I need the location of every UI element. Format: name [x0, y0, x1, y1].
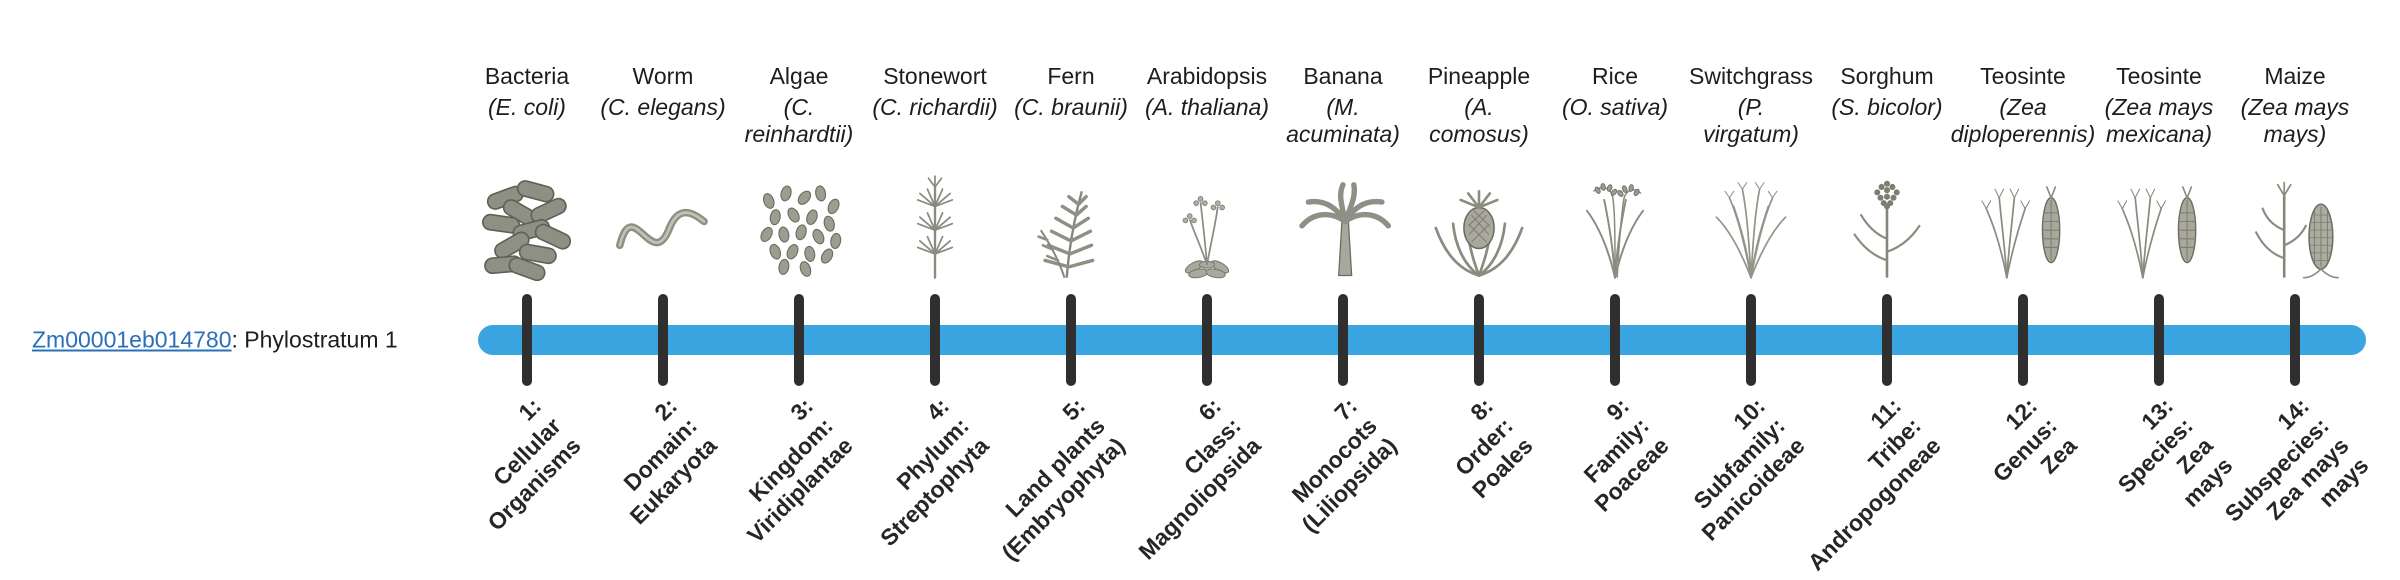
organism-common-name: Banana: [1303, 63, 1383, 89]
phylostratum-text: : Phylostratum 1: [231, 326, 398, 353]
organism-column-worm: Worm (C. elegans) 2: Domain: Eukaryota: [595, 62, 731, 529]
organism-scientific-name: (C. elegans): [600, 94, 726, 120]
organism-scientific-name: (Zea mays mexicana): [2104, 94, 2214, 147]
phylostratum-rank-label: 1: Cellular Organisms: [482, 392, 586, 536]
organism-common-name: Teosinte: [2116, 63, 2202, 89]
organism-common-name: Teosinte: [1980, 63, 2066, 89]
organism-common-name: Worm: [632, 63, 694, 89]
organism-scientific-name: (A. comosus): [1429, 94, 1529, 147]
organism-common-name: Maize: [2264, 63, 2326, 89]
gene-label: Zm00001eb014780: Phylostratum 1: [32, 327, 398, 354]
organism-common-name: Stonewort: [883, 63, 987, 89]
organism-column-arabidopsis: Arabidopsis (A. thaliana) 6: Class: Magn…: [1133, 62, 1275, 565]
tick-mark: [658, 294, 668, 386]
tick-mark: [1202, 294, 1212, 386]
tick-mark: [1474, 294, 1484, 386]
organism-common-name: Fern: [1047, 63, 1095, 89]
organism-scientific-name: (S. bicolor): [1831, 94, 1943, 120]
tick-mark: [2290, 294, 2300, 386]
pineapple-icon: [1412, 166, 1546, 282]
phylostratum-rank-label: 5: Land plants (Embryophyta): [996, 392, 1130, 566]
phylostratum-rank-label: 4: Phylum: Streptophyta: [875, 392, 994, 551]
fern-icon: [1004, 166, 1138, 282]
organism-scientific-name: (Zea mays mays): [2240, 94, 2350, 147]
phylostratum-rank-label: 8: Order: Poales: [1449, 392, 1538, 504]
organism-common-name: Arabidopsis: [1146, 63, 1268, 89]
organism-common-name: Sorghum: [1840, 63, 1934, 89]
organism-column-bacteria: Bacteria (E. coli) 1: Cellular Organisms: [459, 62, 595, 536]
organism-common-name: Algae: [769, 63, 829, 89]
phylostratum-rank-label: 2: Domain: Eukaryota: [618, 392, 722, 530]
tick-mark: [1746, 294, 1756, 386]
organism-scientific-name: (C. reinhardtii): [744, 94, 854, 147]
organism-scientific-name: (C. braunii): [1014, 94, 1128, 120]
maize-icon: [2228, 166, 2362, 282]
organism-column-maize: Maize (Zea mays mays) 14: Subspecies: Ze…: [2220, 62, 2374, 527]
switchgrass-icon: [1684, 166, 1818, 282]
teosinte-icon: [2092, 166, 2226, 282]
rice-icon: [1548, 166, 1682, 282]
worm-icon: [596, 166, 730, 282]
phylostratum-rank-label: 6: Class: Magnoliopsida: [1133, 392, 1266, 565]
organism-scientific-name: (A. thaliana): [1144, 94, 1269, 120]
phylostratum-rank-label: 14: Subspecies: Zea mays mays: [2219, 392, 2374, 527]
tick-mark: [794, 294, 804, 386]
arabidopsis-icon: [1140, 166, 1274, 282]
organism-column-sorghum: Sorghum (S. bicolor) 11: Tribe: Andropog…: [1803, 62, 1955, 575]
stonewort-icon: [868, 166, 1002, 282]
organism-column-rice: Rice (O. sativa) 9: Family: Poaceae: [1547, 62, 1683, 517]
phylostratum-rank-label: 12: Genus: Zea: [1987, 392, 2082, 487]
gene-id-link[interactable]: Zm00001eb014780: [32, 326, 232, 353]
organism-column-fern: Fern (C. braunii) 5: Land plants (Embryo…: [997, 62, 1139, 565]
organism-scientific-name: (P. virgatum): [1703, 94, 1799, 147]
organism-column-banana: Banana (M. acuminata) 7: Monocots (Lilio…: [1275, 62, 1411, 537]
bacteria-icon: [460, 166, 594, 282]
phylostratum-rank-label: 13: Species: Zea mays: [2112, 392, 2238, 513]
phylostratum-rank-label: 3: Kingdom: Viridiplantae: [741, 392, 858, 549]
tick-mark: [1338, 294, 1348, 386]
organism-column-algae: Algae (C. reinhardtii) 3: Kingdom: Virid…: [731, 62, 867, 548]
organism-column-stonewort: Stonewort (C. richardii) 4: Phylum: Stre…: [867, 62, 1003, 551]
tick-mark: [2154, 294, 2164, 386]
organism-scientific-name: (C. richardii): [872, 94, 998, 120]
tick-mark: [1610, 294, 1620, 386]
tick-mark: [522, 294, 532, 386]
organism-common-name: Rice: [1591, 63, 1638, 89]
organism-scientific-name: (M. acuminata): [1286, 94, 1400, 147]
phylostratum-rank-label: 9: Family: Poaceae: [1578, 392, 1674, 517]
timeline-columns: Bacteria (E. coli) 1: Cellular Organisms…: [459, 62, 2374, 575]
sorghum-icon: [1820, 166, 1954, 282]
organism-scientific-name: (O. sativa): [1561, 94, 1669, 120]
teosinte-icon: [1956, 166, 2090, 282]
banana-icon: [1276, 166, 1410, 282]
organism-common-name: Bacteria: [484, 63, 570, 89]
tick-mark: [1882, 294, 1892, 386]
phylostratum-rank-label: 11: Tribe: Andropogoneae: [1802, 392, 1946, 576]
phylostratum-rank-label: 7: Monocots (Liliopsida): [1286, 392, 1402, 538]
timeline-bar: [478, 325, 2366, 355]
algae-icon: [732, 166, 866, 282]
organism-common-name: Pineapple: [1427, 63, 1531, 89]
organism-column-teosinte-diploperennis: Teosinte (Zea diploperennis) 12: Genus: …: [1951, 62, 2095, 487]
tick-mark: [2018, 294, 2028, 386]
organism-scientific-name: (E. coli): [488, 94, 566, 120]
organism-column-switchgrass: Switchgrass (P. virgatum) 10: Subfamily:…: [1683, 62, 1819, 546]
tick-mark: [1066, 294, 1076, 386]
organism-column-teosinte-mexicana: Teosinte (Zea mays mexicana) 13: Species…: [2091, 62, 2238, 512]
organism-scientific-name: (Zea diploperennis): [1950, 94, 2096, 147]
organism-column-pineapple: Pineapple (A. comosus) 8: Order: Poales: [1411, 62, 1547, 503]
organism-common-name: Switchgrass: [1689, 63, 1813, 89]
tick-mark: [930, 294, 940, 386]
